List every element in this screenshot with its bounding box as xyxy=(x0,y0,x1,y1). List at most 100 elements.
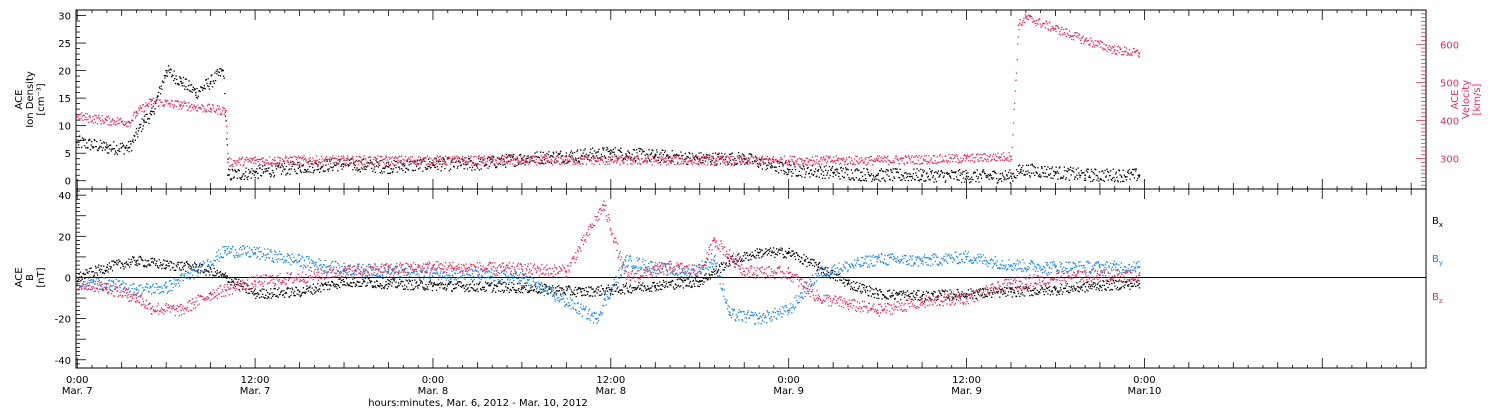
field-Bx-data-dot xyxy=(462,285,464,287)
density-data-dot xyxy=(135,131,137,133)
velocity-data-dot xyxy=(533,155,535,157)
density-data-dot xyxy=(206,85,209,87)
density-data-dot xyxy=(830,169,832,171)
velocity-data-dot xyxy=(784,160,787,162)
field-Bx-data-dot xyxy=(387,286,390,288)
density-data-dot xyxy=(559,152,561,154)
field-Bx-data-dot xyxy=(808,264,811,266)
field-Bx-data-dot xyxy=(363,280,365,282)
velocity-tick-label: 500 xyxy=(1440,78,1459,89)
field-Bx-data-dot xyxy=(420,280,422,282)
field-Bx-data-dot xyxy=(784,255,786,258)
field-Bx-data-dot xyxy=(265,294,267,296)
density-data-dot xyxy=(518,163,520,165)
field-Bx-data-dot xyxy=(219,272,221,274)
velocity-data-dot xyxy=(1007,160,1010,162)
density-data-dot xyxy=(613,153,616,156)
density-data-dot xyxy=(288,168,291,170)
velocity-data-dot xyxy=(370,161,372,163)
velocity-data-dot xyxy=(155,100,157,102)
density-data-dot xyxy=(927,176,929,178)
field-Bx-data-dot xyxy=(794,255,796,258)
velocity-data-dot xyxy=(1079,37,1081,40)
density-data-dot-point xyxy=(921,174,923,177)
field-Bx-data-dot xyxy=(284,292,286,295)
density-data-dot xyxy=(691,159,693,162)
velocity-data-dot xyxy=(226,132,228,134)
field-Bx-data-dot xyxy=(481,289,483,291)
density-data-dot xyxy=(488,156,490,158)
velocity-data-dot xyxy=(1138,56,1141,58)
density-data-dot xyxy=(628,151,630,153)
density-data-dot xyxy=(729,159,732,161)
velocity-data-dot xyxy=(992,155,994,158)
density-data-dot xyxy=(560,150,562,152)
velocity-data-dot xyxy=(320,162,322,164)
velocity-data-dot xyxy=(823,156,825,158)
velocity-data-dot xyxy=(825,158,827,160)
density-data-dot xyxy=(81,146,83,148)
velocity-data-dot xyxy=(754,156,757,158)
field-Bx-data-dot xyxy=(334,286,336,288)
density-data-dot xyxy=(206,82,208,84)
field-Bx-data-dot xyxy=(399,283,402,285)
velocity-data-dot xyxy=(900,158,902,161)
density-data-dot xyxy=(98,147,100,150)
field-Bx-data-dot xyxy=(193,261,196,264)
density-data-dot xyxy=(600,153,603,156)
velocity-data-dot xyxy=(764,158,766,160)
velocity-data-dot xyxy=(1108,45,1110,47)
field-Bx-data-dot xyxy=(606,287,608,289)
density-data-dot xyxy=(1007,171,1010,174)
velocity-data-dot xyxy=(391,161,393,163)
field-Bx-data-dot xyxy=(323,289,325,291)
velocity-data-dot xyxy=(192,106,194,108)
density-data-dot xyxy=(311,163,313,165)
density-data-dot xyxy=(671,150,673,152)
density-data-dot xyxy=(911,175,913,177)
density-data-dot xyxy=(570,152,572,154)
velocity-data-dot xyxy=(904,155,906,157)
density-data-dot xyxy=(771,166,774,168)
density-data-dot xyxy=(1045,175,1047,178)
velocity-data-dot xyxy=(384,163,386,165)
velocity-data-dot xyxy=(550,161,552,163)
field-Bx-data-dot xyxy=(309,287,311,289)
density-data-dot xyxy=(770,167,772,169)
density-data-dot xyxy=(993,170,995,172)
density-data-dot xyxy=(1134,168,1136,170)
density-data-dot xyxy=(597,151,599,153)
velocity-data-dot xyxy=(536,156,539,158)
velocity-data-dot xyxy=(315,159,317,161)
density-data-dot xyxy=(466,168,469,170)
velocity-data-dot xyxy=(224,107,226,110)
density-data-dot xyxy=(114,153,116,155)
density-data-dot xyxy=(772,159,774,161)
field-Bx-data-dot xyxy=(734,263,736,265)
velocity-data-dot xyxy=(111,118,114,120)
velocity-data-dot xyxy=(806,157,809,160)
field-Bx-data-dot xyxy=(379,286,381,288)
field-Bx-data-dot xyxy=(225,275,227,277)
density-data-dot xyxy=(1122,180,1124,182)
field-Bx-data-dot xyxy=(447,283,449,285)
velocity-data-dot xyxy=(877,157,879,159)
field-Bx-data-dot xyxy=(871,293,874,295)
velocity-data-dot xyxy=(331,157,333,159)
velocity-data-dot xyxy=(657,162,659,164)
velocity-data-dot xyxy=(348,158,350,160)
velocity-data-dot xyxy=(511,155,513,157)
velocity-data-dot xyxy=(611,155,613,157)
density-data-dot xyxy=(226,144,228,146)
velocity-data-dot xyxy=(285,155,287,157)
velocity-data-dot xyxy=(1046,23,1048,25)
field-Bx-data-dot xyxy=(413,287,415,290)
velocity-data-dot xyxy=(768,158,770,160)
density-data-dot xyxy=(151,107,153,109)
field-Bx-data-dot xyxy=(510,290,512,292)
velocity-data-dot xyxy=(906,161,908,163)
velocity-data-dot xyxy=(382,161,385,163)
density-data-dot xyxy=(783,173,785,175)
velocity-data-dot xyxy=(245,159,247,161)
velocity-data-dot xyxy=(110,124,112,126)
